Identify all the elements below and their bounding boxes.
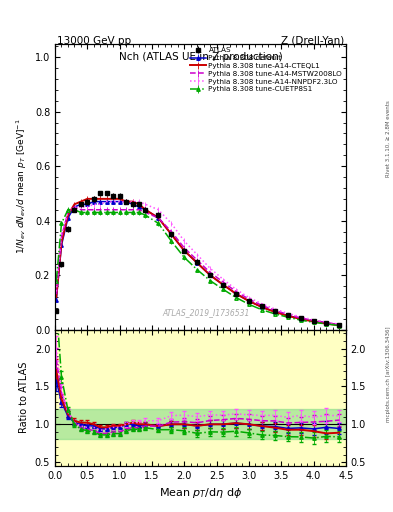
Y-axis label: Ratio to ATLAS: Ratio to ATLAS xyxy=(19,362,29,434)
Text: Rivet 3.1.10, ≥ 2.8M events: Rivet 3.1.10, ≥ 2.8M events xyxy=(386,100,391,177)
X-axis label: Mean $p_T$/d$\eta$ d$\phi$: Mean $p_T$/d$\eta$ d$\phi$ xyxy=(159,486,242,500)
Text: ATLAS_2019_I1736531: ATLAS_2019_I1736531 xyxy=(163,308,250,317)
Text: Z (Drell-Yan): Z (Drell-Yan) xyxy=(281,36,344,46)
Y-axis label: $1/N_{ev}$ $dN_{ev}/d$ mean $p_T$ [GeV]$^{-1}$: $1/N_{ev}$ $dN_{ev}/d$ mean $p_T$ [GeV]$… xyxy=(15,119,29,254)
Legend: ATLAS, Pythia 8.308 default, Pythia 8.308 tune-A14-CTEQL1, Pythia 8.308 tune-A14: ATLAS, Pythia 8.308 default, Pythia 8.30… xyxy=(188,46,343,94)
Text: mcplots.cern.ch [arXiv:1306.3436]: mcplots.cern.ch [arXiv:1306.3436] xyxy=(386,326,391,421)
Text: 13000 GeV pp: 13000 GeV pp xyxy=(57,36,131,46)
Text: Nch (ATLAS UE in Z production): Nch (ATLAS UE in Z production) xyxy=(119,52,282,62)
